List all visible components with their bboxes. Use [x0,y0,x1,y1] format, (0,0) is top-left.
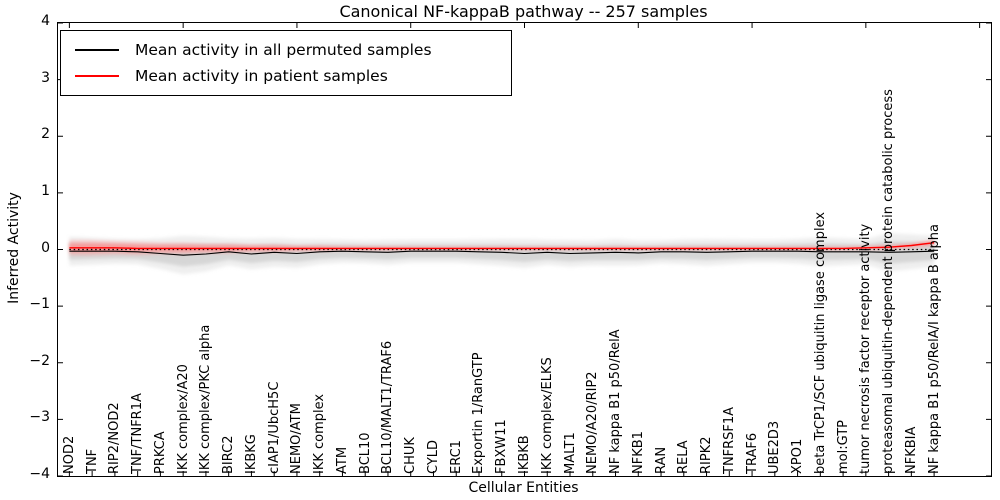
legend: Mean activity in all permuted samples Me… [60,30,512,96]
x-tick-label: IKK complex/PKC alpha [198,324,214,474]
y-tick-label: 3 [41,69,50,86]
y-tick-label: −3 [29,409,50,426]
x-tick-label: cIAP1/UbcH5C [266,381,282,474]
x-tick-label: TNFRSF1A [721,406,737,474]
legend-label-patient: Mean activity in patient samples [135,67,388,85]
x-tick-label: IKK complex/A20 [175,364,191,474]
x-tick-label: NF kappa B1 p50/RelA [608,329,624,474]
x-tick-label: IKBKB [517,435,532,474]
y-tick-label: −1 [29,296,50,313]
x-tick-label: NFKBIA [903,426,919,474]
x-tick-label: XPO1 [790,438,806,474]
x-tick-label: TNF/TNFR1A [130,393,146,474]
y-tick-label: 0 [41,239,50,256]
y-tick-label: 1 [41,182,50,199]
x-tick-label: NEMO/ATM [289,403,305,474]
x-tick-label: BCL10/MALT1/TRAF6 [380,340,396,474]
plot-canvas [58,23,991,476]
x-tick-label: FBXW11 [494,419,510,474]
x-tick-label: IKK complex/ELKS [539,357,555,474]
legend-line-patient-icon [75,75,119,77]
legend-label-permuted: Mean activity in all permuted samples [135,41,432,59]
x-tick-label: NEMO/A20/RIP2 [585,371,601,474]
plot-area: NOD2 TNF RIP2/NOD2 TNF/TNFR1A PRKCA IKK compl… [57,22,992,477]
x-tick-label: CHUK [403,437,419,474]
chart-title: Canonical NF-kappaB pathway -- 257 sampl… [339,2,708,21]
x-tick-label: NFKB1 [630,431,646,474]
x-tick-label: CYLD [425,439,441,474]
x-tick-label: mol:GTP [835,420,851,474]
legend-item-permuted: Mean activity in all permuted samples [61,41,511,59]
series-line-patient [69,242,935,250]
x-tick-label: BIRC2 [221,435,237,475]
x-tick-label: Exportin 1/RanGTP [471,352,487,474]
x-tick-label: RELA [676,440,692,474]
y-tick-label: −2 [29,352,50,369]
x-tick-label: NOD2 [61,435,77,474]
x-tick-label: proteasomal ubiquitin-dependent protein … [881,89,897,474]
x-tick-label: TRAF6 [744,432,760,474]
series-line-permuted [69,250,935,256]
x-tick-label: RIP2/NOD2 [107,402,123,474]
y-tick-label: −4 [29,466,50,482]
x-tick-label: tumor necrosis factor receptor activity [858,223,874,474]
y-tick-label: 2 [41,126,50,143]
x-tick-label: NF kappa B1 p50/RelA/I kappa B alpha [926,224,942,474]
legend-item-patient: Mean activity in patient samples [61,67,511,85]
x-axis-label: Cellular Entities [468,480,579,496]
x-tick-label: RAN [653,446,669,474]
legend-line-permuted-icon [75,49,119,51]
x-tick-label: IKBKG [243,434,259,474]
x-tick-label: ATM [334,446,350,474]
x-tick-label: RIPK2 [699,436,715,474]
x-tick-label: PRKCA [152,431,168,474]
x-tick-label: IKK complex [312,393,328,474]
x-tick-label: BCL10 [357,432,373,474]
x-tick-label: ERC1 [448,440,464,474]
x-tick-label: TNF [84,448,100,474]
x-tick-label: beta TrCP1/SCF ubiquitin ligase complex [812,211,828,474]
x-tick-label: MALT1 [562,432,578,474]
x-tick-label: UBE2D3 [767,420,783,474]
y-tick-label: 4 [41,13,50,29]
